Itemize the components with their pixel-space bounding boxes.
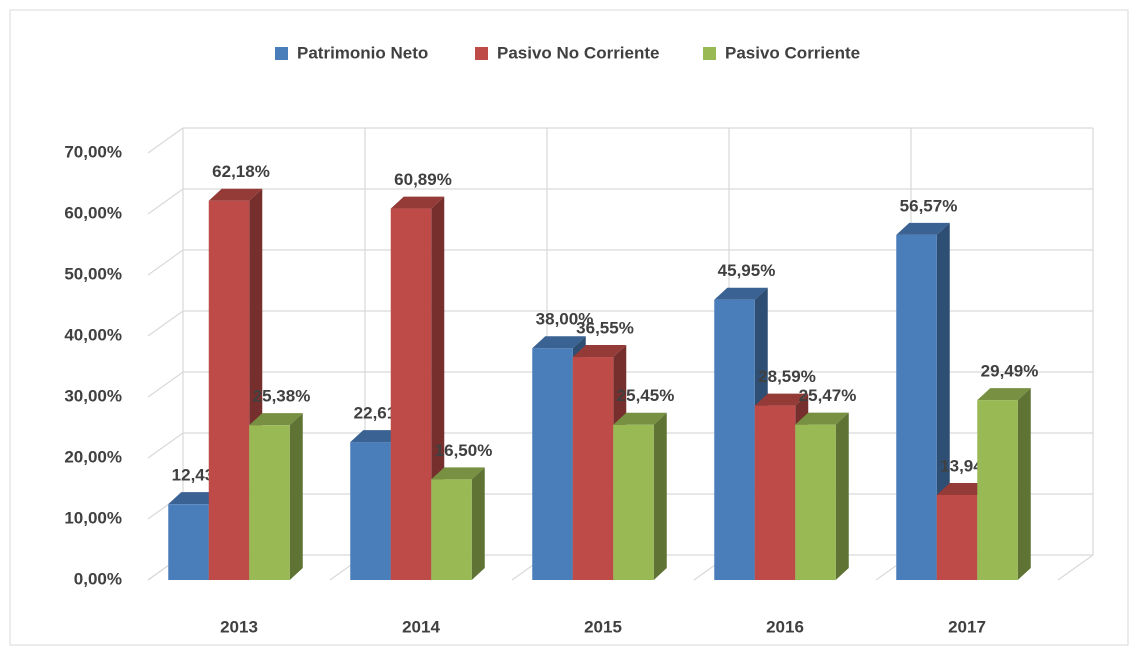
bar: [795, 412, 849, 580]
bar-top: [350, 430, 404, 443]
grid-line-side: [147, 188, 184, 215]
bar-side: [471, 467, 485, 580]
y-tick-label: 70,00%: [64, 142, 122, 161]
bar-front: [795, 424, 836, 580]
x-tick-label: 2015: [584, 617, 622, 636]
legend-label: Pasivo No Corriente: [497, 43, 660, 62]
bar: [714, 287, 768, 580]
bar-front: [977, 400, 1018, 580]
bar-front: [431, 479, 472, 580]
bar: [249, 413, 303, 580]
legend-swatch: [475, 47, 488, 60]
bar-side: [653, 412, 667, 580]
bar-front: [572, 357, 614, 580]
bar-top: [249, 413, 303, 426]
legend: Patrimonio Neto Pasivo No Corriente Pasivo…: [275, 43, 860, 62]
bar-top: [208, 188, 263, 201]
grid-line: [147, 188, 1093, 215]
bar-top: [936, 482, 991, 495]
chart-border: [9, 9, 1129, 646]
data-label: 36,55%: [576, 319, 634, 338]
bar-top: [532, 336, 586, 349]
bar-front: [168, 504, 209, 580]
y-tick-label: 10,00%: [64, 508, 122, 527]
bar-front: [390, 208, 432, 581]
y-tick-label: 50,00%: [64, 264, 122, 283]
bar-front: [532, 348, 573, 580]
data-label: 25,38%: [253, 387, 311, 406]
data-label: 56,57%: [900, 196, 958, 215]
x-tick-label: 2014: [402, 617, 440, 636]
data-label: 60,89%: [394, 170, 452, 189]
bar-front: [249, 425, 290, 580]
data-label: 62,18%: [212, 162, 270, 181]
bar-front: [896, 234, 937, 580]
bar-top: [613, 412, 667, 425]
bar-top: [896, 222, 950, 235]
bar-top: [714, 287, 768, 300]
bar-front: [754, 405, 796, 580]
grid-line: [147, 249, 1093, 276]
bar-top: [754, 393, 809, 406]
grid-line-side: [147, 127, 184, 154]
x-tick-label: 2013: [220, 617, 258, 636]
bar-front: [613, 424, 654, 580]
bar: [431, 467, 485, 580]
bar-top: [168, 492, 222, 505]
bar: [390, 196, 445, 581]
bar-front: [714, 299, 755, 580]
y-tick-label: 0,00%: [74, 569, 122, 588]
bar-front: [350, 442, 391, 580]
bar-side: [1017, 388, 1031, 580]
bar-side: [289, 413, 303, 580]
bar-top: [390, 196, 445, 209]
x-tick-label: 2016: [766, 617, 804, 636]
bar-top: [977, 388, 1031, 401]
legend-swatch: [275, 47, 288, 60]
data-label: 28,59%: [758, 367, 816, 386]
data-label: 29,49%: [981, 362, 1039, 381]
y-tick-label: 30,00%: [64, 386, 122, 405]
legend-swatch: [703, 47, 716, 60]
bar-top: [795, 412, 849, 425]
grid-line-side: [147, 371, 184, 398]
bar: [613, 412, 667, 580]
data-label: 25,47%: [799, 386, 857, 405]
legend-label: Pasivo Corriente: [725, 43, 860, 62]
bar: [896, 222, 950, 580]
x-tick-label: 2017: [948, 617, 986, 636]
grid-line-side: [147, 310, 184, 337]
data-label: 16,50%: [435, 441, 493, 460]
bar-front: [208, 200, 250, 580]
legend-label: Patrimonio Neto: [297, 43, 428, 62]
data-label: 45,95%: [718, 261, 776, 280]
bar-top: [431, 467, 485, 480]
grid-line-side: [147, 432, 184, 459]
data-label: 38,00%: [536, 310, 594, 329]
bar-front: [936, 494, 978, 580]
grid-line-side: [147, 249, 184, 276]
data-label: 25,45%: [617, 386, 675, 405]
bar: [572, 345, 627, 580]
bar: [977, 388, 1031, 580]
grid-line: [147, 127, 1093, 154]
y-tick-label: 20,00%: [64, 447, 122, 466]
floor-divider: [1057, 554, 1094, 581]
bar-top: [572, 345, 627, 358]
y-tick-label: 40,00%: [64, 325, 122, 344]
bar-side: [835, 412, 849, 580]
y-tick-label: 60,00%: [64, 203, 122, 222]
